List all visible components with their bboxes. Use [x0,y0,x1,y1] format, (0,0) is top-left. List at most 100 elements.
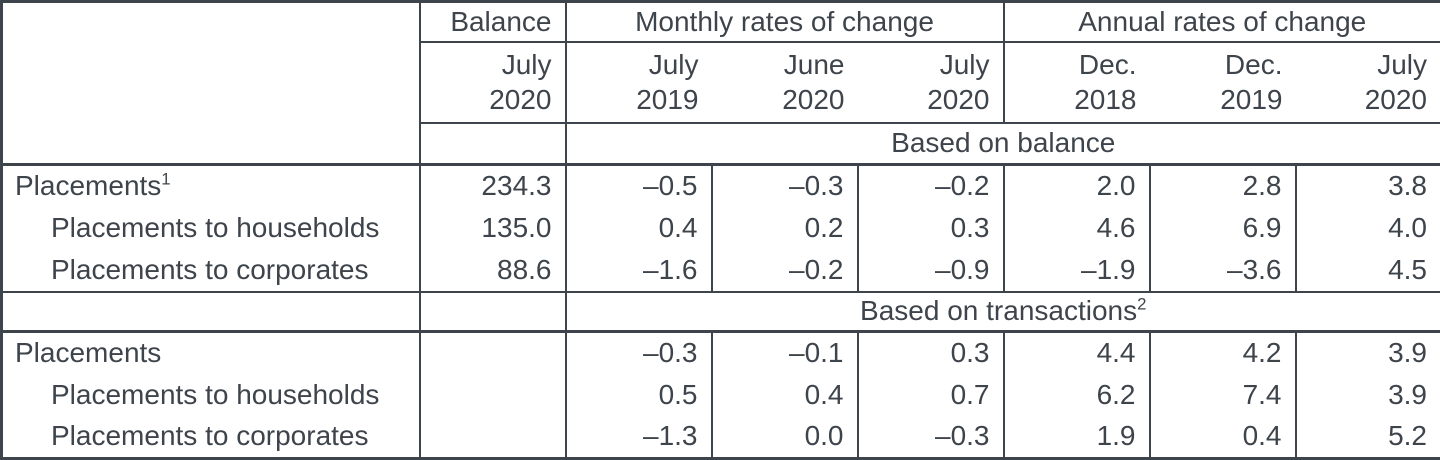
period-month: June [783,49,845,81]
rate-value-cell: –0.3 [856,415,1004,459]
period-year: 2020 [1364,84,1427,116]
table-row: Placements to households 0.5 0.4 0.7 6.2… [2,373,1440,416]
empty-balance-cell [418,291,566,333]
rate-value-cell: 0.4 [1148,415,1296,459]
balance-column-header: Balance [418,1,566,43]
period-month: July [1377,49,1427,81]
row-label: Placements [15,170,162,202]
section-title-transactions: Based on transactions2 [564,291,1440,333]
balance-value-cell: 135.0 [418,206,566,250]
rate-value-cell: 2.8 [1148,164,1296,207]
period-month: Dec. [1224,49,1283,81]
period-header-monthly-1: July 2019 [564,41,712,124]
rate-value-cell: –0.1 [710,331,858,374]
balance-value-cell: 88.6 [418,249,566,293]
table-row: Placements –0.3 –0.1 0.3 4.4 4.2 3.9 [2,331,1440,374]
rate-value-cell: 6.2 [1002,373,1150,416]
rate-value-cell: 0.0 [710,415,858,459]
rate-value-cell: 7.4 [1148,373,1296,416]
rate-value-cell: –1.9 [1002,249,1150,293]
period-month: July [648,49,699,81]
stub-header-cell [1,1,420,166]
rate-value-cell: 5.2 [1294,415,1440,459]
rate-value-cell: –0.3 [564,331,712,374]
row-label: Placements to corporates [51,253,369,285]
period-header-annual-1: Dec. 2018 [1002,41,1150,124]
empty-stub-cell [1,291,420,333]
rate-value-cell: 0.5 [564,373,712,416]
period-year: 2019 [636,84,699,116]
rate-value-cell: –0.2 [856,164,1004,207]
period-month: Dec. [1078,49,1137,81]
footnote-marker: 1 [161,169,171,189]
row-label: Placements [15,337,162,369]
period-year: 2020 [489,84,552,116]
annual-group-header: Annual rates of change [1002,1,1440,43]
table-row: Placements to corporates 88.6 –1.6 –0.2 … [1,249,1440,293]
rate-value-cell: –0.2 [710,249,858,293]
rate-value-cell: 2.0 [1002,164,1150,207]
balance-value-cell [418,331,566,374]
rate-value-cell: 0.4 [564,206,712,250]
row-label-cell: Placements to corporates [2,416,420,459]
rate-value-cell: 0.3 [856,206,1004,250]
rate-value-cell: 4.0 [1294,206,1440,250]
rate-value-cell: –1.6 [564,249,712,293]
row-label-cell: Placements to households [2,207,420,249]
footnote-marker: 2 [1137,294,1147,314]
period-year: 2020 [782,84,845,116]
rate-value-cell: –1.3 [564,415,712,459]
rate-value-cell: –0.3 [710,164,858,207]
row-label: Placements to households [51,378,380,410]
section-title-text: Based on balance [891,127,1116,159]
monthly-group-header: Monthly rates of change [564,1,1004,43]
row-label-cell: Placements to households [2,374,420,416]
row-label-cell: Placements1 [2,164,420,206]
rate-value-cell: 4.5 [1294,249,1440,293]
period-month: July [939,49,990,81]
rate-value-cell: 6.9 [1148,206,1296,250]
table-row: Placements to corporates –1.3 0.0 –0.3 1… [2,415,1440,459]
rate-value-cell: 4.4 [1002,331,1150,374]
period-header-annual-3: July 2020 [1295,41,1440,124]
section-header-row-transactions: Based on transactions2 [1,291,1440,333]
rate-value-cell: 0.7 [856,373,1004,416]
section-header-row-balance: Based on balance [2,122,1440,166]
rate-value-cell: 0.4 [710,373,858,416]
empty-balance-cell [418,122,566,166]
period-header-row: July 2020 July 2019 June 2020 July 2020 … [2,41,1440,124]
rate-value-cell: 3.8 [1294,164,1440,207]
balance-value-cell [418,415,566,459]
rate-value-cell: 3.9 [1294,331,1440,374]
rate-value-cell: 0.3 [856,331,1004,374]
period-year: 2018 [1074,84,1137,116]
section-title-text: Based on transactions [860,295,1138,327]
rate-value-cell: 4.6 [1002,206,1150,250]
rate-value-cell: 1.9 [1002,415,1150,459]
row-label-cell: Placements [2,331,420,373]
balance-value-cell: 234.3 [418,164,566,207]
rate-value-cell: –3.6 [1148,249,1296,293]
balance-value-cell [418,373,566,416]
group-header-row: Balance Monthly rates of change Annual r… [1,1,1440,166]
row-label-cell: Placements to corporates [1,249,420,293]
row-label: Placements to corporates [51,420,369,452]
section-title-balance: Based on balance [564,122,1440,166]
row-label: Placements to households [51,211,380,243]
rate-value-cell: 4.2 [1148,331,1296,374]
rate-value-cell: 3.9 [1294,373,1440,416]
table-row: Placements to households 135.0 0.4 0.2 0… [2,206,1440,250]
period-month: July [501,49,552,81]
period-year: 2019 [1220,84,1283,116]
period-header-monthly-3: July 2020 [857,41,1004,124]
rate-value-cell: –0.5 [564,164,712,207]
table-row: Placements1 234.3 –0.5 –0.3 –0.2 2.0 2.8… [2,164,1440,207]
rate-value-cell: –0.9 [856,249,1004,293]
rate-value-cell: 0.2 [710,206,858,250]
period-header-annual-2: Dec. 2019 [1149,41,1296,124]
period-header-balance: July 2020 [418,41,566,124]
period-header-monthly-2: June 2020 [711,41,858,124]
period-year: 2020 [927,84,990,116]
